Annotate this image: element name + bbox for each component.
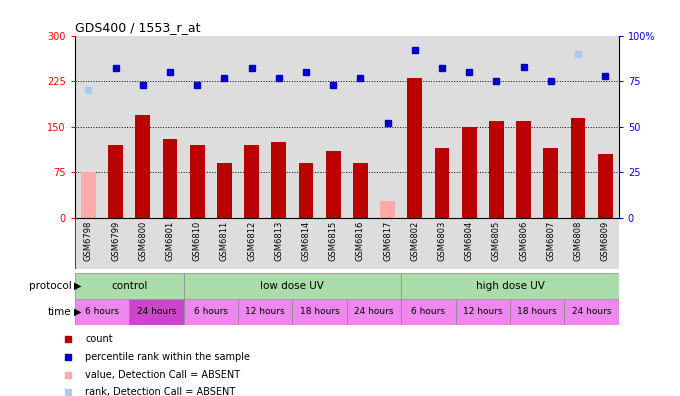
Bar	[108, 145, 123, 218]
Text: GSM6806: GSM6806	[519, 220, 528, 261]
Bar	[462, 127, 477, 218]
Bar	[510, 299, 564, 325]
Bar	[353, 163, 368, 218]
Text: ▶: ▶	[74, 281, 82, 291]
Bar	[190, 145, 205, 218]
Bar	[435, 148, 449, 218]
Text: GSM6813: GSM6813	[274, 220, 284, 261]
Bar	[516, 121, 531, 218]
Text: GSM6817: GSM6817	[383, 220, 392, 261]
Text: percentile rank within the sample: percentile rank within the sample	[85, 352, 250, 362]
Bar	[238, 299, 292, 325]
Bar	[135, 114, 150, 218]
Text: 12 hours: 12 hours	[463, 307, 503, 316]
Text: GSM6816: GSM6816	[356, 220, 365, 261]
Text: count: count	[85, 334, 113, 344]
Bar	[543, 148, 558, 218]
Bar	[271, 142, 286, 218]
Bar	[292, 299, 347, 325]
Bar	[299, 163, 313, 218]
Bar	[401, 273, 619, 299]
Text: 18 hours: 18 hours	[300, 307, 339, 316]
Text: control: control	[111, 281, 148, 291]
Text: GSM6812: GSM6812	[247, 220, 256, 261]
Bar	[244, 145, 259, 218]
Text: GSM6809: GSM6809	[600, 220, 610, 261]
Text: GSM6800: GSM6800	[138, 220, 148, 261]
Text: GSM6810: GSM6810	[192, 220, 202, 261]
Bar	[347, 299, 401, 325]
Bar	[326, 151, 341, 218]
Text: rank, Detection Call = ABSENT: rank, Detection Call = ABSENT	[85, 387, 235, 396]
Text: 6 hours: 6 hours	[411, 307, 445, 316]
Text: GSM6808: GSM6808	[573, 220, 583, 261]
Text: GSM6805: GSM6805	[492, 220, 501, 261]
Bar	[571, 118, 585, 218]
Bar	[163, 139, 177, 218]
Bar	[75, 273, 184, 299]
Text: GSM6799: GSM6799	[111, 220, 120, 261]
Bar	[564, 299, 619, 325]
Bar	[184, 299, 238, 325]
Text: 12 hours: 12 hours	[245, 307, 285, 316]
Text: low dose UV: low dose UV	[260, 281, 324, 291]
Text: GDS400 / 1553_r_at: GDS400 / 1553_r_at	[75, 21, 201, 34]
Bar	[184, 273, 401, 299]
Bar	[81, 172, 96, 218]
Bar	[380, 201, 395, 218]
Text: value, Detection Call = ABSENT: value, Detection Call = ABSENT	[85, 369, 240, 380]
Text: GSM6811: GSM6811	[220, 220, 229, 261]
Text: 24 hours: 24 hours	[137, 307, 176, 316]
Text: protocol: protocol	[29, 281, 71, 291]
Text: GSM6803: GSM6803	[437, 220, 447, 261]
Text: GSM6802: GSM6802	[410, 220, 420, 261]
Bar	[75, 299, 129, 325]
Bar	[489, 121, 504, 218]
Text: GSM6807: GSM6807	[546, 220, 556, 261]
Text: time: time	[48, 307, 71, 317]
Text: GSM6814: GSM6814	[301, 220, 311, 261]
Bar	[456, 299, 510, 325]
Text: 24 hours: 24 hours	[354, 307, 394, 316]
Bar	[598, 154, 613, 218]
Text: 6 hours: 6 hours	[85, 307, 119, 316]
Text: GSM6798: GSM6798	[84, 220, 93, 261]
Text: 18 hours: 18 hours	[517, 307, 557, 316]
Text: high dose UV: high dose UV	[475, 281, 545, 291]
Bar	[217, 163, 232, 218]
Text: 6 hours: 6 hours	[194, 307, 228, 316]
Bar	[407, 78, 422, 218]
Bar	[129, 299, 184, 325]
Text: GSM6801: GSM6801	[165, 220, 175, 261]
Text: 24 hours: 24 hours	[572, 307, 611, 316]
Text: GSM6804: GSM6804	[464, 220, 474, 261]
Text: ▶: ▶	[74, 307, 82, 317]
Bar	[401, 299, 456, 325]
Text: GSM6815: GSM6815	[328, 220, 338, 261]
